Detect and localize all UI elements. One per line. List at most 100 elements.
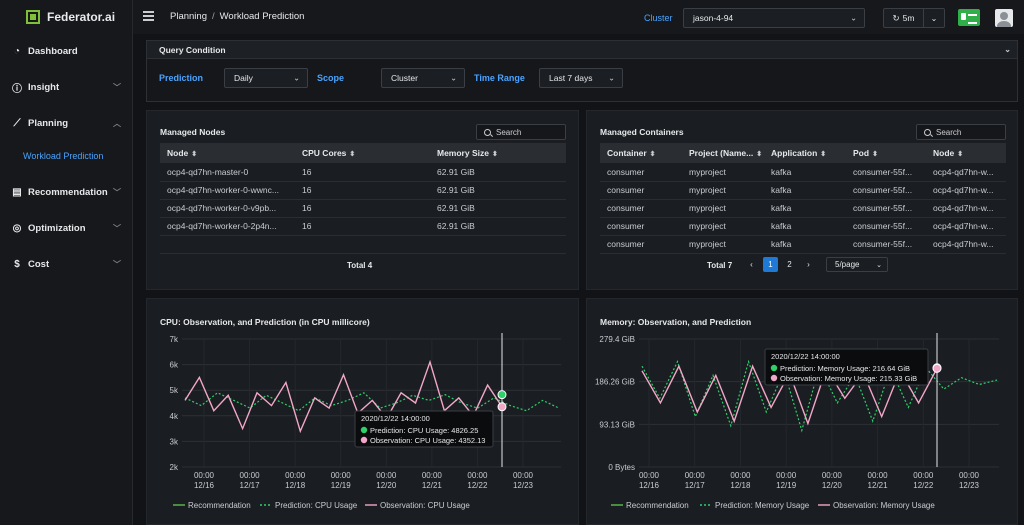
chevron-down-icon: ﹀ xyxy=(113,223,121,233)
x-tick-label: 00:00 xyxy=(913,471,934,480)
chevron-down-icon: ﹀ xyxy=(113,82,121,92)
tooltip-observation: Observation: CPU Usage: 4352.13 xyxy=(370,436,485,445)
page-size-select[interactable]: 5/page ⌄ xyxy=(826,257,888,272)
sidebar-item-insight[interactable]: ⓘ Insight ﹀ xyxy=(0,77,133,97)
sidebar-subitem-workload-prediction[interactable]: Workload Prediction xyxy=(23,151,104,161)
refresh-button[interactable]: ↻ 5m xyxy=(884,9,924,27)
table-row[interactable]: ocp4-qd7hn-worker-0-v9pb... 16 62.91 GiB xyxy=(160,199,566,218)
containers-search-input[interactable]: Search xyxy=(916,124,1006,140)
sidebar-item-planning[interactable]: ⟋ Planning ︿ xyxy=(0,113,133,133)
table-row[interactable]: ocp4-qd7hn-master-0 16 62.91 GiB xyxy=(160,163,566,182)
column-header-memory-size[interactable]: Memory Size ⬍ xyxy=(430,143,566,163)
sort-icon[interactable]: ⬍ xyxy=(756,151,763,158)
tooltip-prediction: Prediction: CPU Usage: 4826.25 xyxy=(370,426,478,435)
sort-icon[interactable]: ⬍ xyxy=(820,151,827,158)
panel-title: Managed Containers xyxy=(600,127,684,137)
table-row[interactable]: ocp4-qd7hn-worker-0-wwnc... 16 62.91 GiB xyxy=(160,181,566,200)
dollar-icon: $ xyxy=(14,258,20,270)
y-tick-label: 3k xyxy=(170,437,179,446)
chevron-down-icon[interactable]: ⌄ xyxy=(1004,45,1011,54)
y-tick-label: 5k xyxy=(170,386,179,395)
next-page-button[interactable]: › xyxy=(807,260,810,269)
table-row[interactable]: consumer myproject kafka consumer-55f... ocp… xyxy=(600,217,1006,236)
x-tick-label: 12/20 xyxy=(822,481,843,490)
chevron-down-icon: ﹀ xyxy=(113,187,121,197)
time-range-label: Time Range xyxy=(474,73,525,83)
time-range-select[interactable]: Last 7 days ⌄ xyxy=(539,68,623,88)
memory-chart[interactable]: 279.4 GiB 186.26 GiB 93.13 GiB 0 Bytes 00:00… xyxy=(587,299,1019,525)
prediction-dot-icon xyxy=(770,364,778,372)
column-header-application[interactable]: Application ⬍ xyxy=(764,143,846,163)
chevron-down-icon[interactable]: ⌄ xyxy=(930,13,938,23)
column-header-project[interactable]: Project (Name... ⬍ xyxy=(682,143,764,163)
sidebar-item-recommendation[interactable]: ▤ Recommendation ﹀ xyxy=(0,182,133,202)
column-header-node[interactable]: Node ⬍ xyxy=(160,143,295,163)
table-row[interactable]: ocp4-qd7hn-worker-0-2p4n... 16 62.91 GiB xyxy=(160,217,566,236)
avatar[interactable] xyxy=(995,9,1013,27)
memory-chart-title: Memory: Observation, and Prediction xyxy=(600,317,752,327)
page-1-button[interactable]: 1 xyxy=(763,257,778,272)
containers-table: Container ⬍ Project (Name... ⬍ Application… xyxy=(600,143,1006,254)
cpu-chart-panel: CPU: Observation, and Prediction (in CPU… xyxy=(146,298,579,525)
cpu-chart[interactable]: 7k6k5k4k3k2k00:0012/1600:0012/1700:0012/… xyxy=(147,299,580,525)
x-tick-label: 12/22 xyxy=(467,481,488,490)
sort-icon[interactable]: ⬍ xyxy=(957,151,964,158)
tooltip-time: 2020/12/22 14:00:00 xyxy=(771,352,840,361)
tooltip-box xyxy=(764,348,929,386)
target-icon: ◎ xyxy=(12,222,22,234)
id-card-icon[interactable] xyxy=(958,9,980,26)
sort-icon[interactable]: ⬍ xyxy=(349,151,356,158)
x-tick-label: 12/18 xyxy=(285,481,306,490)
observation-point-marker xyxy=(932,363,942,373)
managed-nodes-panel: Managed Nodes Search Node ⬍ CPU Cores ⬍ Me… xyxy=(146,110,579,290)
y-tick-label: 93.13 GiB xyxy=(599,420,635,429)
legend-item: Observation: CPU Usage xyxy=(380,501,470,510)
cluster-select[interactable]: jason-4-94 ⌄ xyxy=(683,8,865,28)
prediction-label: Prediction xyxy=(159,73,204,83)
x-tick-label: 12/17 xyxy=(685,481,706,490)
prediction-select[interactable]: Daily ⌄ xyxy=(224,68,308,88)
menu-toggle-icon[interactable] xyxy=(143,11,154,21)
query-condition-header[interactable]: Query Condition ⌄ xyxy=(147,41,1017,59)
tooltip-prediction: Prediction: Memory Usage: 216.64 GiB xyxy=(780,364,910,373)
brand[interactable]: Federator.ai xyxy=(0,0,132,34)
nodes-search-input[interactable]: Search xyxy=(476,124,566,140)
sort-icon[interactable]: ⬍ xyxy=(649,151,656,158)
sort-icon[interactable]: ⬍ xyxy=(491,151,498,158)
column-header-pod[interactable]: Pod ⬍ xyxy=(846,143,926,163)
table-row[interactable]: consumer myproject kafka consumer-55f... ocp… xyxy=(600,199,1006,218)
sidebar-item-optimization[interactable]: ◎ Optimization ﹀ xyxy=(0,218,133,238)
x-tick-label: 12/16 xyxy=(194,481,215,490)
x-tick-label: 00:00 xyxy=(776,471,797,480)
chevron-down-icon: ⌄ xyxy=(608,73,615,83)
scope-select[interactable]: Cluster ⌄ xyxy=(381,68,465,88)
table-row[interactable]: consumer myproject kafka consumer-55f... ocp… xyxy=(600,181,1006,200)
page-2-button[interactable]: 2 xyxy=(787,260,792,269)
sidebar: Federator.ai ◔ Dashboard ⓘ Insight ﹀ ⟋ P… xyxy=(0,0,133,525)
column-header-cpu-cores[interactable]: CPU Cores ⬍ xyxy=(295,143,430,163)
refresh-interval-button[interactable]: ↻ 5m ⌄ xyxy=(883,8,945,28)
column-header-node[interactable]: Node ⬍ xyxy=(926,143,1006,163)
breadcrumb-planning[interactable]: Planning xyxy=(170,11,207,22)
x-tick-label: 12/18 xyxy=(730,481,751,490)
x-tick-label: 12/21 xyxy=(422,481,443,490)
y-tick-label: 0 Bytes xyxy=(608,463,635,472)
table-row[interactable]: consumer myproject kafka consumer-55f... ocp… xyxy=(600,163,1006,182)
tooltip-observation: Observation: Memory Usage: 215.33 GiB xyxy=(780,374,917,383)
x-tick-label: 00:00 xyxy=(194,471,215,480)
top-bar: Planning / Workload Prediction Cluster jas… xyxy=(133,0,1024,34)
table-row[interactable]: consumer myproject kafka consumer-55f... ocp… xyxy=(600,235,1006,254)
sort-icon[interactable]: ⬍ xyxy=(872,151,878,158)
sort-icon[interactable]: ⬍ xyxy=(191,151,198,158)
sidebar-item-dashboard[interactable]: ◔ Dashboard xyxy=(0,41,133,61)
sidebar-item-cost[interactable]: $ Cost ﹀ xyxy=(0,254,133,274)
federator-logo-icon xyxy=(26,10,40,24)
search-icon xyxy=(924,128,931,136)
refresh-value: 5m xyxy=(902,13,915,23)
column-header-container[interactable]: Container ⬍ xyxy=(600,143,682,163)
prev-page-button[interactable]: ‹ xyxy=(750,260,753,269)
x-tick-label: 00:00 xyxy=(467,471,488,480)
chevron-down-icon: ⌄ xyxy=(876,261,882,269)
chevron-down-icon: ⌄ xyxy=(450,73,457,83)
x-tick-label: 12/21 xyxy=(868,481,889,490)
